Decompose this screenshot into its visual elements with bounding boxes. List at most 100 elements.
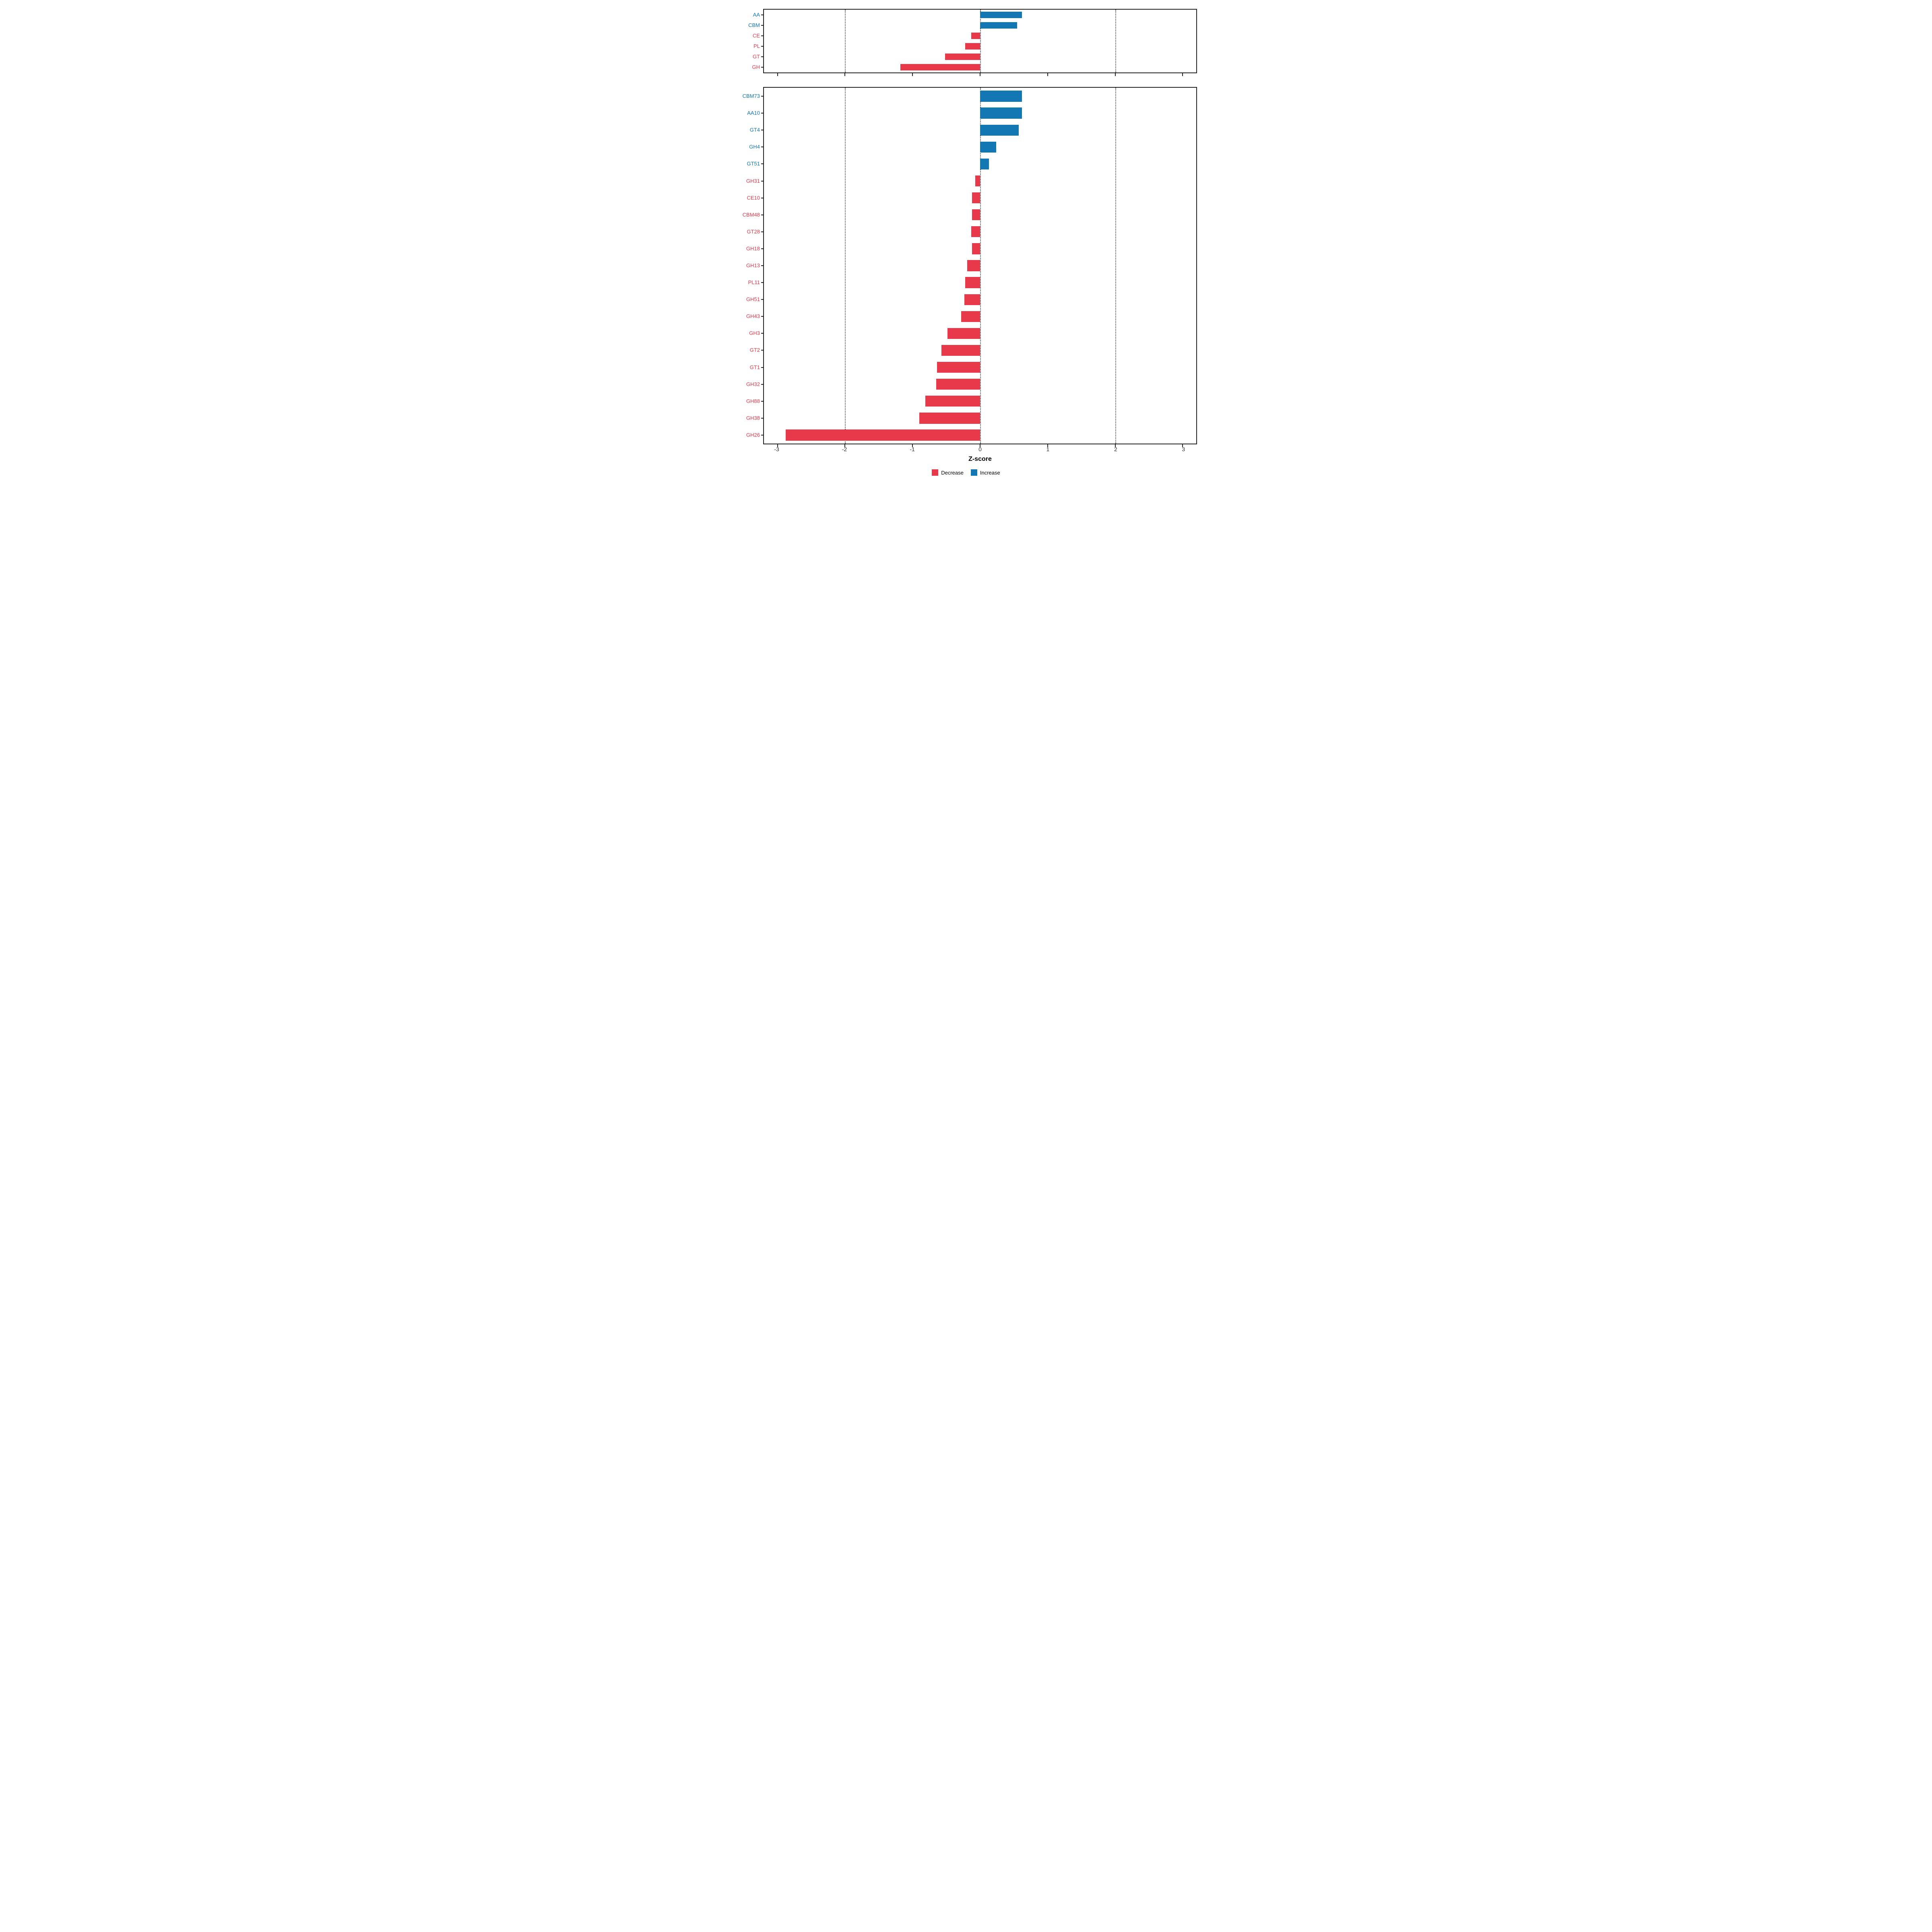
x-tick-label-3: 3 <box>1182 446 1185 452</box>
y-tick-GH3 <box>761 333 764 334</box>
bar-GT28 <box>971 226 980 237</box>
gridline-x-2 <box>1115 10 1116 72</box>
y-tick-GH31 <box>761 180 764 182</box>
category-label-GH32: GH32 <box>746 381 760 387</box>
y-tick-GT <box>761 56 764 57</box>
bar-PL11 <box>965 277 980 288</box>
bar-GH13 <box>967 260 980 271</box>
bar-GH26 <box>785 429 980 441</box>
category-label-CBM73: CBM73 <box>742 93 760 99</box>
legend-item-decrease: Decrease <box>932 469 964 476</box>
bar-GH31 <box>975 175 980 187</box>
category-label-GH3: GH3 <box>749 330 760 336</box>
x-tick-3 <box>1182 73 1183 76</box>
category-label-GH51: GH51 <box>746 296 760 303</box>
bar-CE10 <box>972 192 980 204</box>
y-tick-GT28 <box>761 231 764 232</box>
y-tick-GH26 <box>761 434 764 436</box>
y-tick-GH13 <box>761 265 764 266</box>
y-tick-GT51 <box>761 163 764 165</box>
panel-cazyme-class: AA CBM CE PL GT GH <box>748 9 1197 76</box>
gridline-x-0 <box>980 88 981 444</box>
category-label-GH43: GH43 <box>746 313 760 320</box>
gridline-x-0 <box>980 10 981 72</box>
legend: Decrease Increase <box>724 467 1208 485</box>
category-label-GT: GT <box>752 54 760 60</box>
y-tick-GH43 <box>761 316 764 317</box>
category-label-GH38: GH38 <box>746 415 760 421</box>
y-tick-AA <box>761 14 764 15</box>
category-label-CBM48: CBM48 <box>742 211 760 218</box>
x-axis: -3 -2 -1 0 1 2 3 <box>763 444 1197 454</box>
legend-swatch-decrease <box>932 469 939 476</box>
bar-GH3 <box>947 328 980 339</box>
x-tick--1 <box>912 444 913 447</box>
x-tick--2 <box>844 444 846 447</box>
category-label-CE10: CE10 <box>747 194 760 201</box>
category-label-GH18: GH18 <box>746 245 760 252</box>
x-tick-2 <box>1115 73 1116 76</box>
bar-AA10 <box>980 107 1022 119</box>
category-label-PL11: PL11 <box>748 279 760 286</box>
x-axis-title: Z-score <box>968 456 992 462</box>
y-tick-GH18 <box>761 248 764 249</box>
y-tick-GH51 <box>761 299 764 300</box>
category-label-GH13: GH13 <box>746 262 760 268</box>
y-tick-GT2 <box>761 350 764 351</box>
bar-GT2 <box>941 345 980 356</box>
y-tick-CBM <box>761 25 764 26</box>
panel-cazyme-family: CBM73 AA10 GT4 GH4 GT51 GH31 CE10 CBM48 GT28 GH18… <box>743 87 1197 447</box>
x-tick-label-2: 2 <box>1114 446 1117 452</box>
category-label-GH4: GH4 <box>749 144 760 150</box>
bar-GH32 <box>936 378 980 390</box>
category-label-GH88: GH88 <box>746 398 760 404</box>
legend-swatch-increase <box>970 469 977 476</box>
category-label-AA: AA <box>753 12 760 18</box>
bar-AA <box>980 11 1022 19</box>
category-label-CE: CE <box>752 33 760 39</box>
bar-GT4 <box>980 124 1019 136</box>
x-tick-label-0: 0 <box>978 446 982 452</box>
category-label-AA10: AA10 <box>747 110 760 116</box>
x-tick-3 <box>1182 444 1183 447</box>
x-tick-1 <box>1047 73 1048 76</box>
y-tick-GT1 <box>761 367 764 368</box>
bar-GH43 <box>961 311 980 322</box>
bar-GH <box>900 64 980 71</box>
category-label-GT1: GT1 <box>749 364 760 370</box>
bar-GT51 <box>980 158 989 170</box>
category-label-GH26: GH26 <box>746 431 760 438</box>
y-tick-PL11 <box>761 282 764 283</box>
bar-GT1 <box>937 361 980 373</box>
legend-label-decrease: Decrease <box>941 469 964 476</box>
x-tick-label--2: -2 <box>842 446 847 452</box>
x-tick-2 <box>1115 444 1116 447</box>
x-tick-label--3: -3 <box>774 446 779 452</box>
gridline-x--2 <box>845 10 846 72</box>
bar-GH38 <box>919 413 980 424</box>
y-tick-PL <box>761 46 764 47</box>
bar-CBM73 <box>980 91 1022 102</box>
bar-CBM <box>980 22 1018 29</box>
bar-GH4 <box>980 141 997 153</box>
x-tick--1 <box>912 73 913 76</box>
category-label-GT28: GT28 <box>747 228 760 235</box>
y-tick-CE <box>761 35 764 36</box>
category-label-GH31: GH31 <box>746 178 760 184</box>
bar-GH18 <box>972 243 980 254</box>
bar-PL <box>965 43 980 50</box>
gridline-x--2 <box>845 88 846 444</box>
bar-GH88 <box>925 396 980 407</box>
category-label-GT2: GT2 <box>749 347 760 353</box>
x-tick--3 <box>777 444 778 447</box>
bar-GT <box>945 53 980 60</box>
category-label-GT4: GT4 <box>749 127 760 133</box>
legend-label-increase: Increase <box>980 469 1000 476</box>
category-label-PL: PL <box>753 43 760 49</box>
y-tick-AA10 <box>761 113 764 114</box>
category-label-GH: GH <box>752 64 760 70</box>
x-tick-label--1: -1 <box>910 446 915 452</box>
y-tick-GH32 <box>761 384 764 385</box>
y-tick-GH <box>761 67 764 68</box>
x-tick-label-1: 1 <box>1046 446 1050 452</box>
